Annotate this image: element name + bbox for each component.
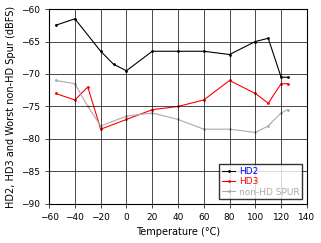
HD3 (266, 102, 270, 105)
HD2 (73, 17, 77, 20)
non-HD SPUR (73, 82, 77, 85)
HD2 (54, 24, 57, 27)
non-HD SPUR (202, 128, 206, 131)
Line: HD2: HD2 (54, 17, 289, 79)
HD3 (99, 128, 103, 131)
HD2 (253, 40, 257, 43)
HD3 (86, 86, 90, 88)
HD3 (202, 98, 206, 101)
non-HD SPUR (125, 115, 128, 118)
HD2 (176, 50, 180, 53)
HD3 (286, 82, 290, 85)
HD2 (286, 76, 290, 79)
non-HD SPUR (54, 79, 57, 82)
HD3 (125, 118, 128, 121)
non-HD SPUR (266, 124, 270, 127)
HD3 (150, 108, 154, 111)
HD3 (279, 82, 283, 85)
Line: HD3: HD3 (54, 79, 289, 130)
HD2 (266, 37, 270, 40)
non-HD SPUR (279, 112, 283, 114)
HD2 (125, 69, 128, 72)
HD2 (279, 76, 283, 79)
Line: non-HD SPUR: non-HD SPUR (54, 79, 289, 134)
non-HD SPUR (99, 124, 103, 127)
HD2 (228, 53, 231, 56)
non-HD SPUR (286, 108, 290, 111)
HD3 (73, 98, 77, 101)
HD2 (99, 50, 103, 53)
HD3 (176, 105, 180, 108)
HD3 (228, 79, 231, 82)
non-HD SPUR (176, 118, 180, 121)
HD2 (202, 50, 206, 53)
HD3 (54, 92, 57, 95)
non-HD SPUR (253, 131, 257, 134)
HD2 (112, 63, 116, 66)
non-HD SPUR (228, 128, 231, 131)
X-axis label: Temperature (°C): Temperature (°C) (136, 227, 220, 237)
Y-axis label: HD2, HD3 and Worst non-HD Spur (dBFS): HD2, HD3 and Worst non-HD Spur (dBFS) (5, 5, 15, 208)
non-HD SPUR (150, 112, 154, 114)
Legend: HD2, HD3, non-HD SPUR: HD2, HD3, non-HD SPUR (219, 164, 302, 199)
HD2 (150, 50, 154, 53)
non-HD SPUR (86, 105, 90, 108)
HD3 (253, 92, 257, 95)
